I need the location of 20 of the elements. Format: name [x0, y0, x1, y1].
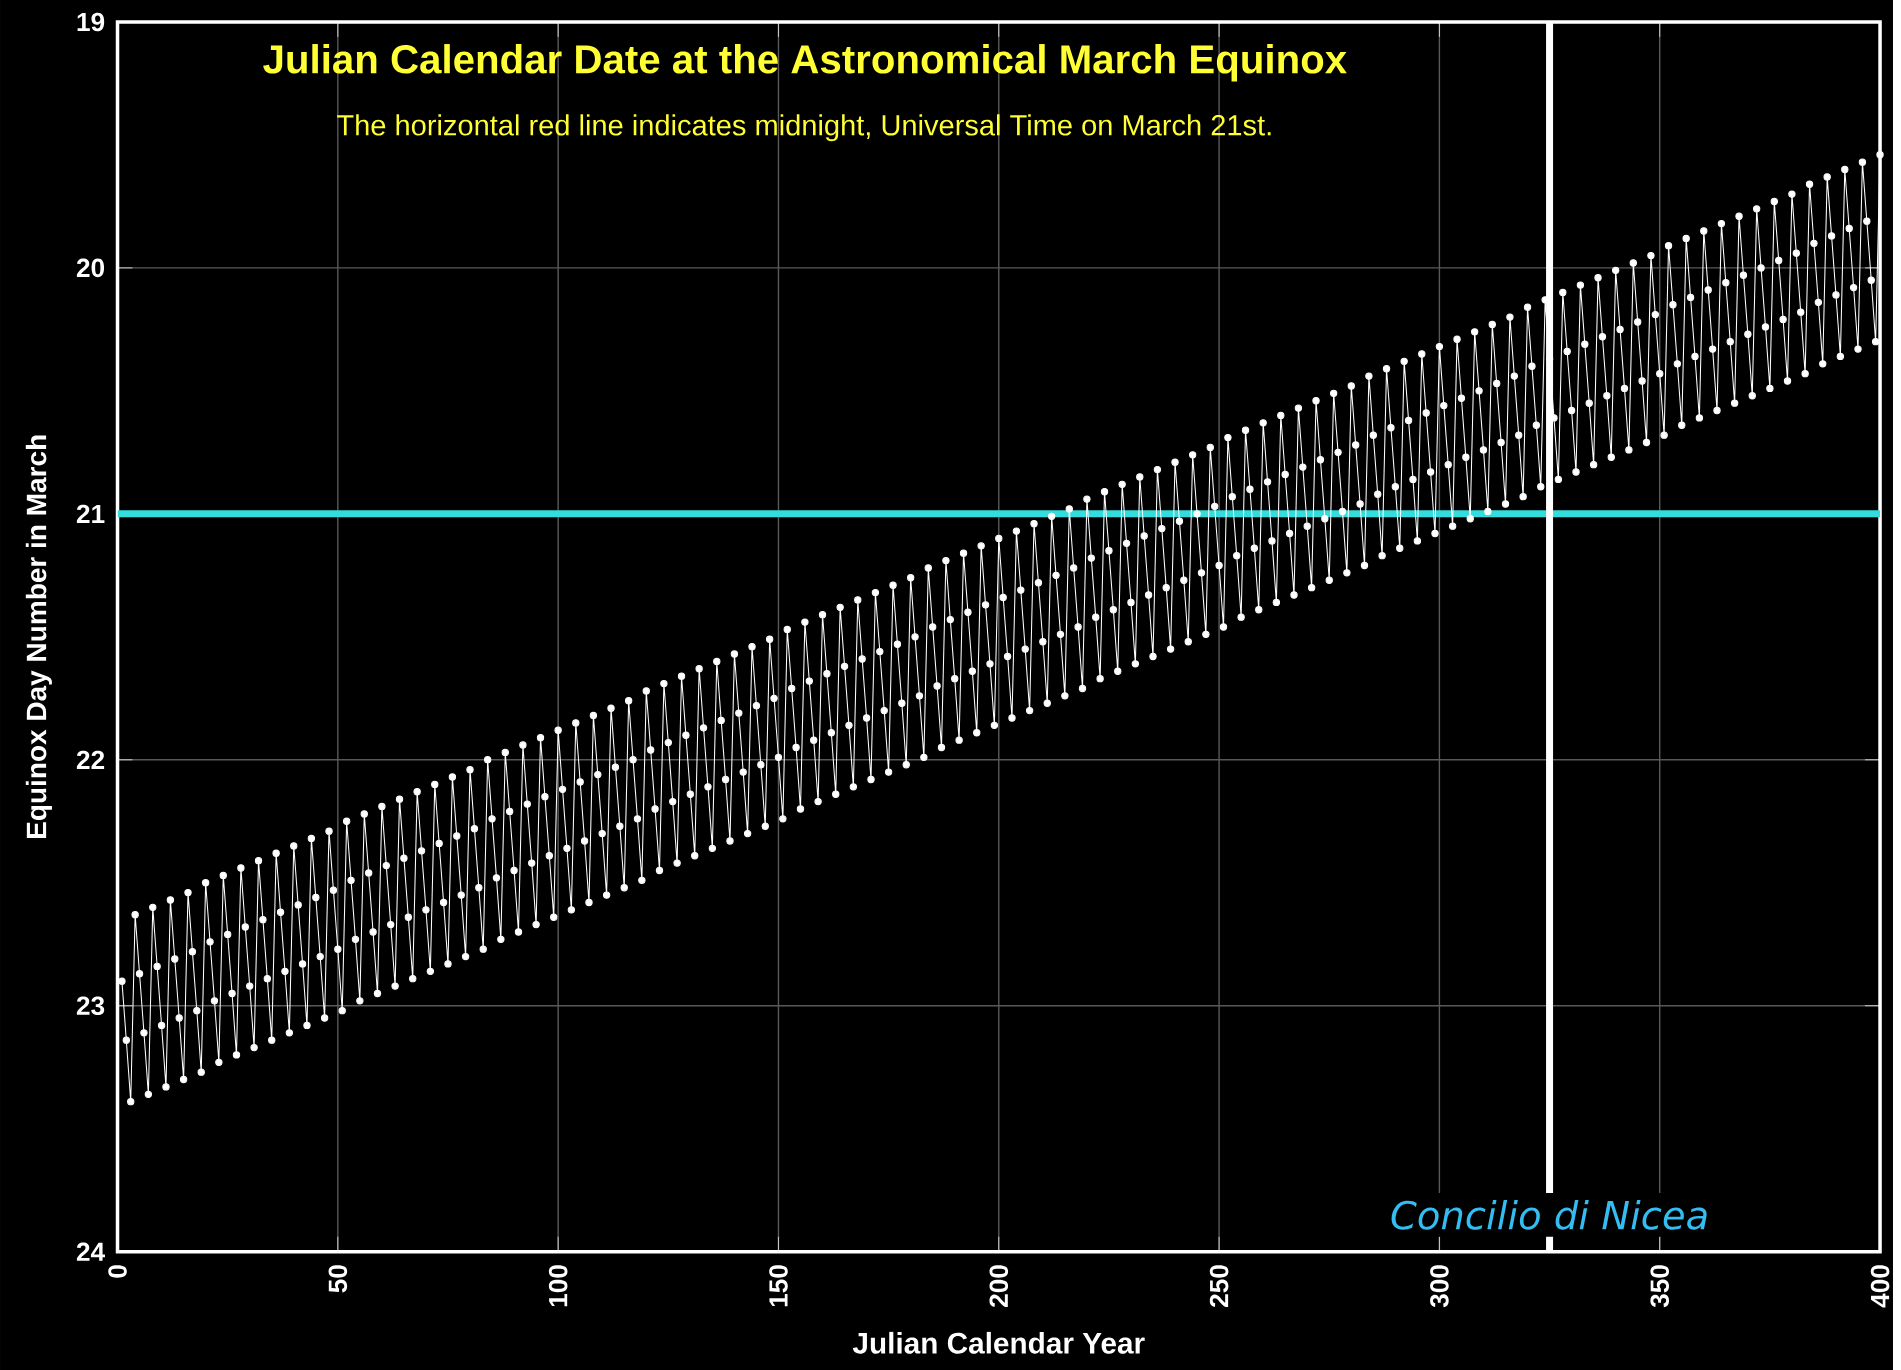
- y-tick-label: 24: [76, 1242, 105, 1261]
- text: Julian Calendar Date at the Astronomical March Equinox: [263, 43, 1347, 82]
- y-axis-title: Equinox Day Number in March: [25, 435, 52, 838]
- x-tick-label: 100: [548, 1265, 568, 1307]
- y-tick-label: 20: [76, 258, 105, 278]
- x-tick-label: 400: [1870, 1265, 1890, 1308]
- y-tick-label: 23: [76, 996, 105, 1015]
- x-tick-label: 200: [989, 1265, 1009, 1307]
- text: The horizontal red line indicates midnight, Universal Time on March 21st.: [337, 114, 1271, 142]
- x-tick-label: 350: [1650, 1265, 1670, 1308]
- y-tick-label: 22: [76, 750, 105, 769]
- x-tick-label: 50: [328, 1265, 348, 1293]
- y-tick-label: 21: [76, 504, 105, 523]
- x-tick-label: 0: [108, 1265, 127, 1278]
- x-tick-label: 250: [1209, 1265, 1229, 1307]
- y-tick-label: 19: [77, 12, 105, 32]
- ref-line-label: Concilio di Nicea: [1391, 1199, 1707, 1230]
- x-axis-title: Julian Calendar Year: [852, 1331, 1145, 1354]
- x-tick-label: 150: [769, 1265, 788, 1307]
- x-tick-label: 300: [1430, 1265, 1449, 1308]
